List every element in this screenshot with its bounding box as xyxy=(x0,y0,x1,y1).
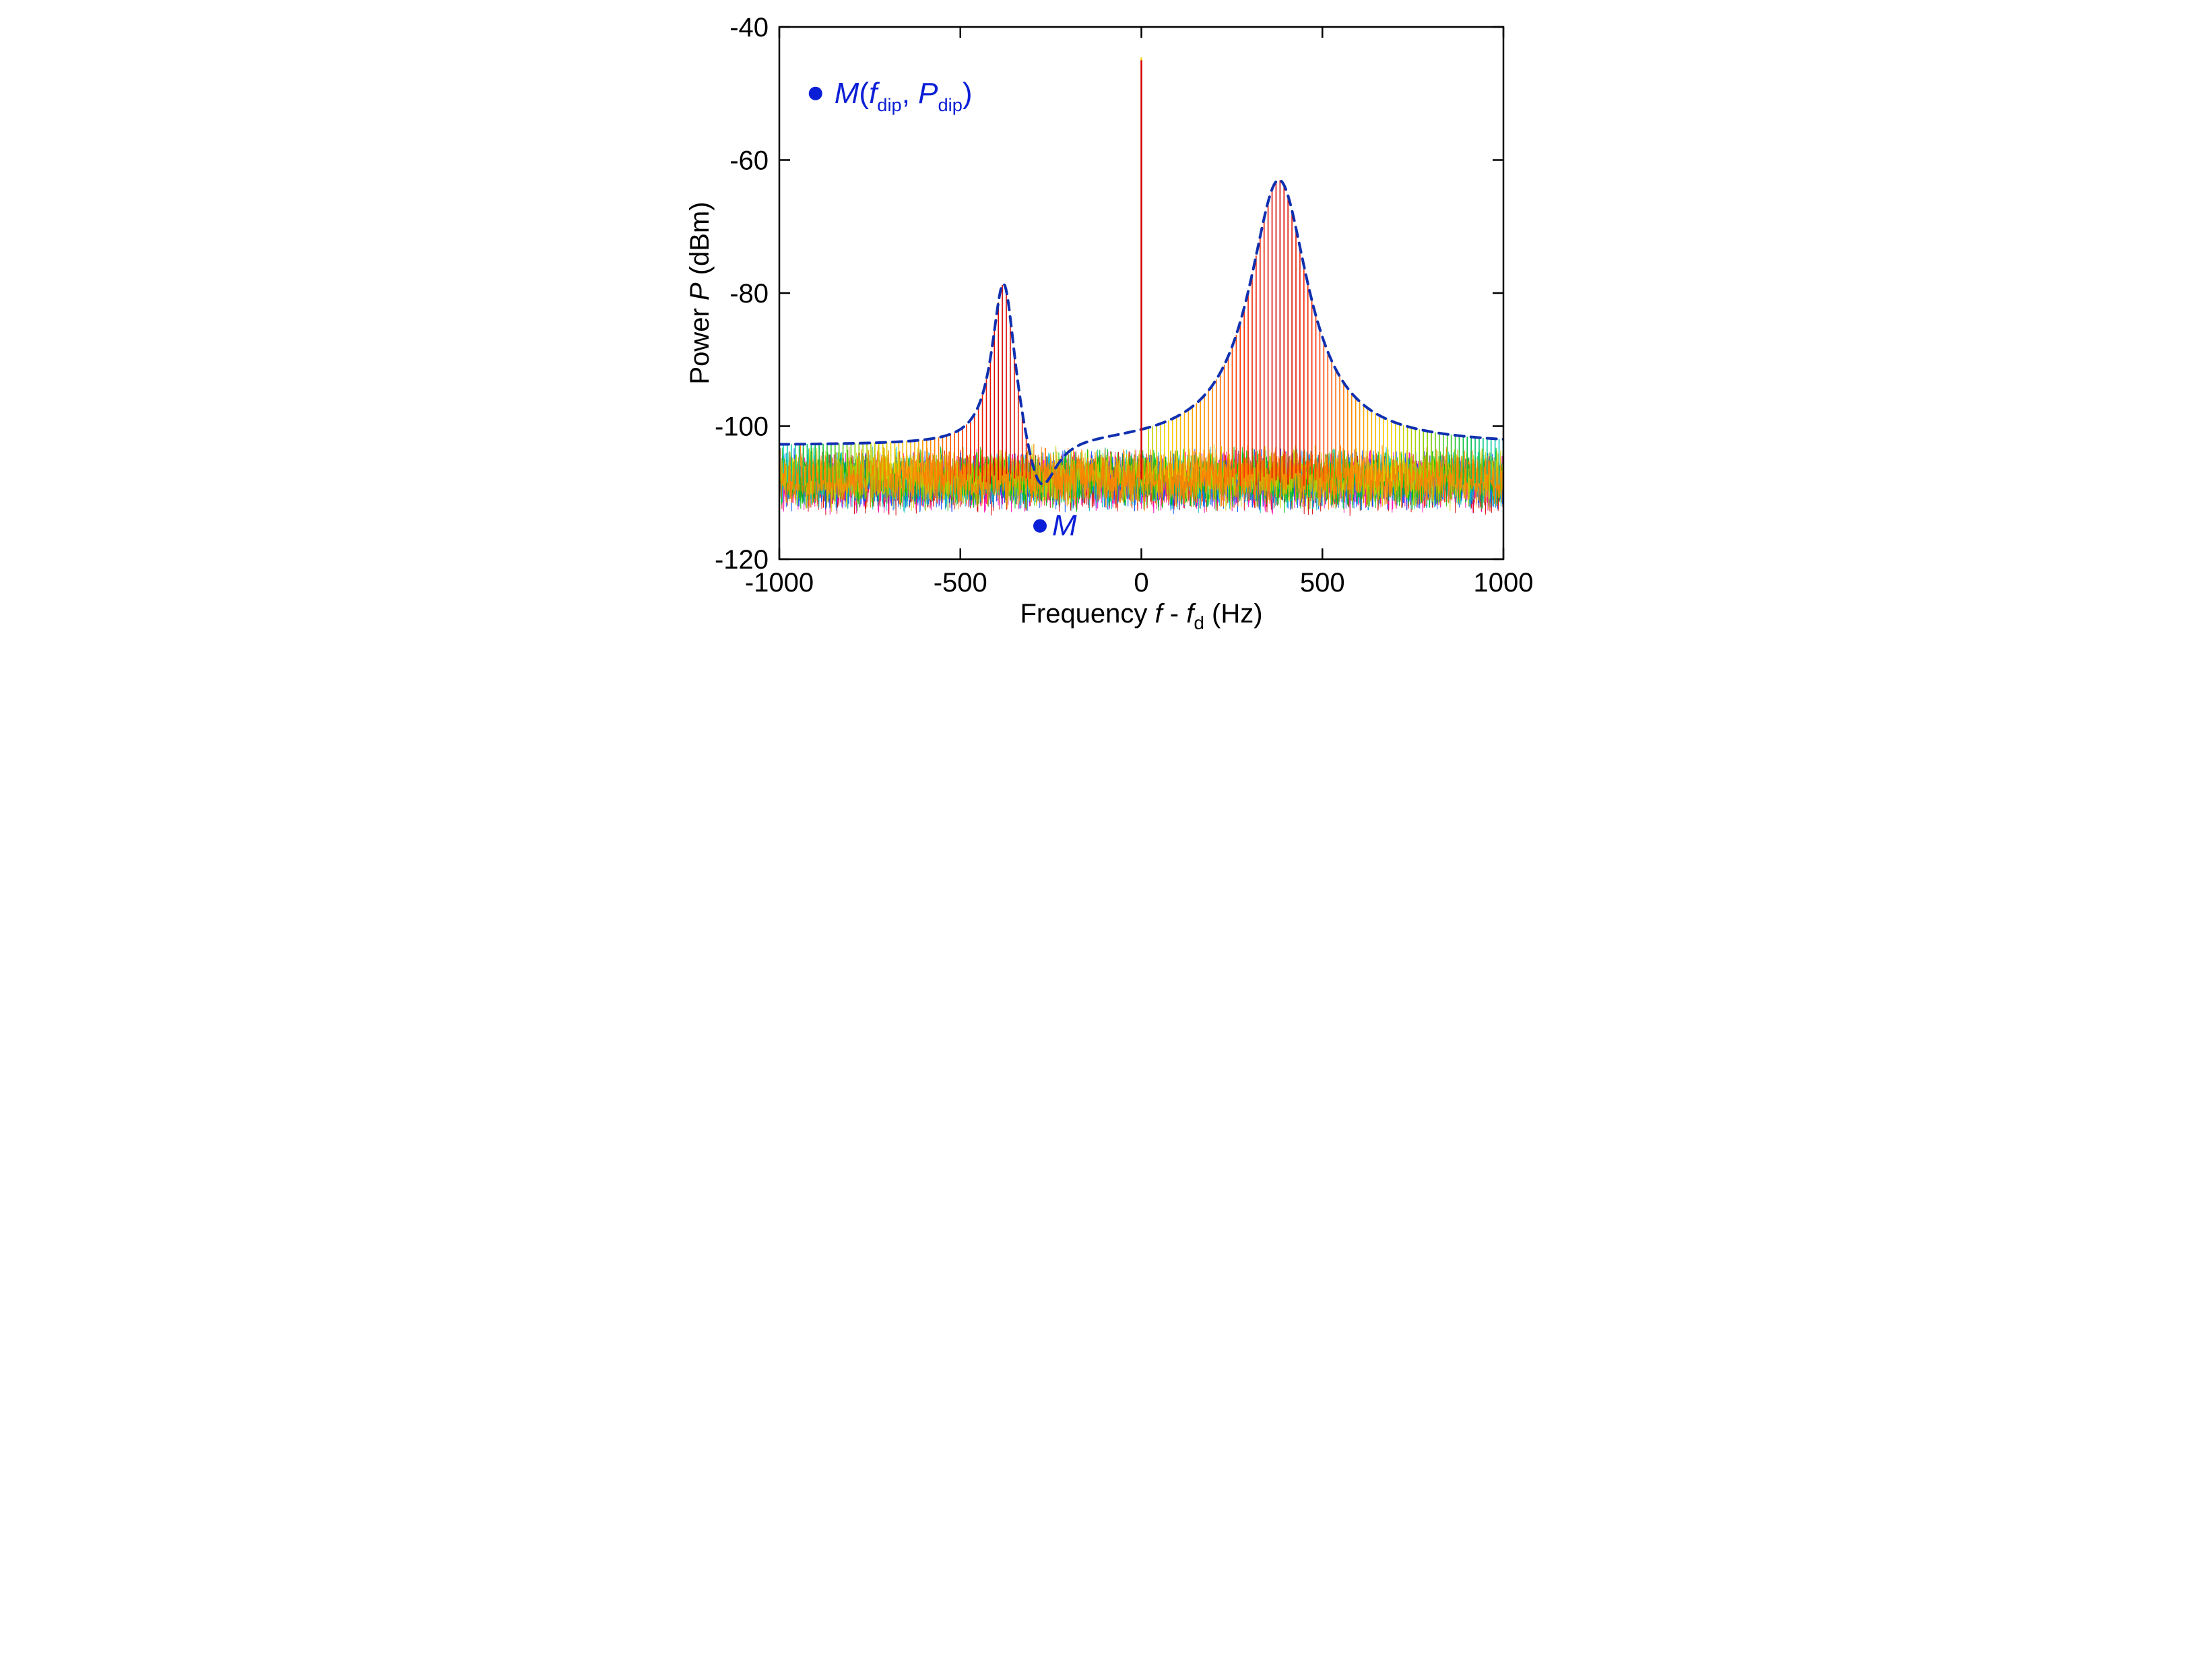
ytick-label: -100 xyxy=(715,412,769,442)
ytick-label: -60 xyxy=(729,146,769,176)
chart-svg: M-1000-50005001000-120-100-80-60-40Frequ… xyxy=(675,0,1537,647)
xtick-label: -500 xyxy=(934,568,987,598)
ytick-label: -40 xyxy=(729,13,769,42)
comb-teeth xyxy=(1148,180,1503,486)
m-marker xyxy=(1033,519,1047,533)
xtick-label: 500 xyxy=(1300,568,1345,598)
xtick-label: 1000 xyxy=(1474,568,1534,598)
xtick-label: 0 xyxy=(1134,568,1148,598)
power-spectrum-chart: M-1000-50005001000-120-100-80-60-40Frequ… xyxy=(675,0,1537,647)
y-axis-label: Power P (dBm) xyxy=(685,201,715,384)
legend-marker xyxy=(809,87,822,100)
legend-label: M(fdip, Pdip) xyxy=(835,77,973,115)
x-axis-label: Frequency f - fd (Hz) xyxy=(1020,599,1262,633)
ytick-label: -120 xyxy=(715,545,769,575)
ytick-label: -80 xyxy=(729,279,769,309)
m-marker-label: M xyxy=(1052,509,1077,542)
